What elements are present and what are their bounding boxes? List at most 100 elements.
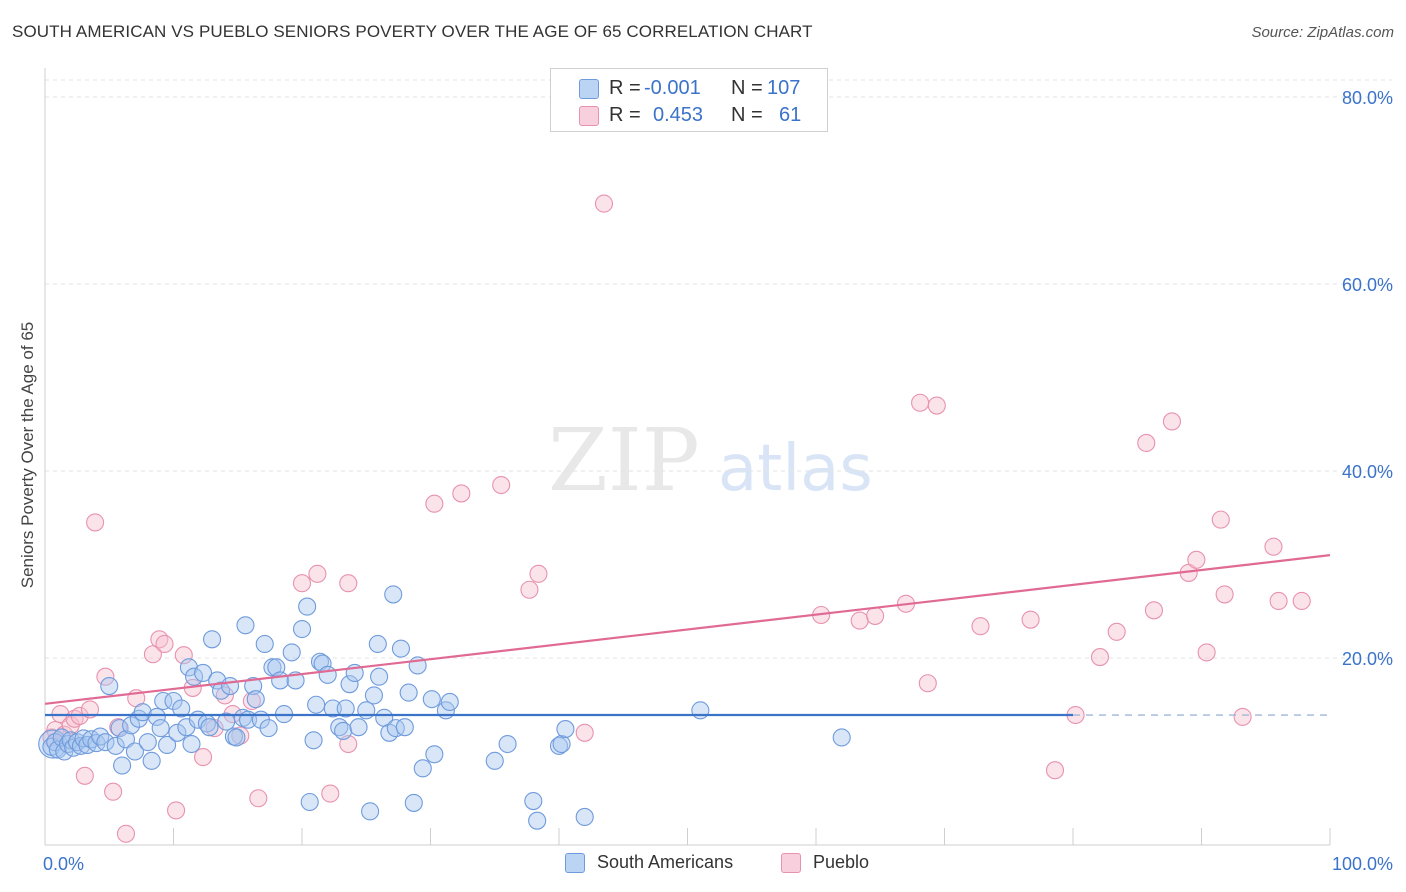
x-tick-label-max: 100.0% — [1332, 854, 1393, 874]
pueblo-point — [143, 645, 162, 664]
tick-labels: 20.0% 40.0% 60.0% 80.0% 0.0% 100.0% — [43, 88, 1393, 874]
south-americans-point — [485, 751, 504, 770]
pueblo-point — [1187, 550, 1206, 569]
south-americans-point — [323, 699, 342, 718]
south-americans-point — [361, 802, 380, 821]
south-americans-point — [154, 691, 173, 711]
legend-swatch-pink — [579, 106, 599, 126]
legend-n-label: N = — [731, 77, 763, 99]
pueblo-point — [452, 484, 471, 503]
south-americans-point — [425, 745, 444, 764]
legend-swatch-pink — [781, 853, 801, 873]
pueblo-point — [971, 617, 990, 636]
legend-swatch-blue — [579, 79, 599, 99]
pueblo-point — [1233, 707, 1252, 726]
south-americans-point — [440, 692, 459, 711]
pueblo-point — [321, 784, 340, 803]
pueblo-point — [1021, 610, 1040, 629]
legend-row-pueblo: R = 0.453 N = 61 — [551, 102, 827, 128]
south-americans-point — [357, 701, 376, 720]
south-americans-point — [549, 736, 569, 755]
pueblo-point — [1215, 585, 1234, 604]
y-tick-label: 20.0% — [1342, 649, 1393, 669]
source-label: Source: ZipAtlas.com — [1251, 24, 1394, 41]
pueblo-point — [1264, 537, 1283, 556]
watermark: ZIP atlas — [548, 411, 873, 511]
x-tick-label-min: 0.0% — [43, 854, 84, 874]
south-americans-point — [172, 699, 191, 718]
south-americans-point — [147, 707, 166, 726]
pueblo-point — [1137, 433, 1156, 453]
y-tick-label: 40.0% — [1342, 462, 1393, 482]
south-americans-point — [307, 695, 326, 714]
pueblo-point — [1107, 622, 1126, 641]
pueblo-point — [1211, 510, 1230, 529]
south-americans-point — [164, 691, 183, 711]
pueblo-points — [42, 194, 1311, 843]
south-americans-point — [203, 630, 222, 649]
watermark-atlas: atlas — [718, 432, 873, 506]
pueblo-point — [292, 574, 312, 593]
south-americans-point — [194, 663, 213, 683]
south-americans-point — [391, 639, 410, 658]
pueblo-point — [1162, 412, 1181, 431]
south-americans-point — [340, 675, 359, 694]
south-americans-point — [271, 671, 290, 690]
south-americans-point — [116, 730, 136, 749]
south-americans-point — [158, 735, 177, 755]
south-americans-point — [404, 793, 423, 812]
south-americans-point — [691, 701, 710, 720]
south-americans-point — [318, 665, 337, 684]
south-americans-point — [334, 721, 353, 740]
chart-title: SOUTH AMERICAN VS PUEBLO SENIORS POVERTY… — [12, 22, 813, 41]
legend-r-value: 0.453 — [653, 104, 704, 126]
legend-row-south-americans: R = -0.001 N = 107 — [551, 75, 827, 101]
south-americans-point — [71, 736, 91, 755]
watermark-zip: ZIP — [548, 411, 700, 511]
pueblo-point — [80, 700, 100, 719]
pueblo-point — [194, 748, 213, 767]
south-americans-point — [255, 634, 274, 654]
pueblo-point — [866, 606, 885, 625]
south-americans-point — [370, 667, 389, 686]
y-tick-label: 60.0% — [1342, 275, 1393, 295]
south-americans-point — [304, 731, 323, 750]
pueblo-point — [1269, 591, 1288, 611]
pueblo-point — [308, 564, 327, 583]
south-americans-point — [336, 699, 355, 718]
pueblo-point — [575, 723, 594, 742]
south-americans-point — [168, 723, 187, 742]
south-americans-point — [399, 683, 418, 702]
pueblo-point — [1144, 601, 1164, 620]
pueblo-point — [1045, 761, 1065, 780]
pueblo-point — [911, 393, 930, 412]
y-tick-label: 80.0% — [1342, 88, 1393, 108]
pueblo-point — [249, 789, 268, 808]
pueblo-point — [1090, 648, 1110, 667]
legend-r-label: R = — [609, 104, 641, 126]
south-americans-point — [133, 703, 152, 722]
pueblo-point — [918, 674, 937, 693]
south-americans-point — [142, 751, 161, 770]
pueblo-point — [1292, 591, 1311, 611]
south-americans-point — [138, 733, 157, 752]
south-americans-point — [96, 733, 115, 752]
south-americans-point — [298, 597, 317, 616]
south-americans-point — [384, 585, 403, 604]
pueblo-point — [155, 634, 174, 654]
south-americans-point — [368, 634, 387, 654]
south-americans-point — [227, 728, 246, 747]
pueblo-point — [529, 564, 548, 583]
pueblo-point — [492, 475, 511, 495]
legend-swatch-blue — [565, 853, 585, 873]
south-americans-points — [38, 585, 851, 830]
south-americans-point — [832, 728, 851, 747]
south-americans-point — [575, 807, 594, 827]
south-americans-point — [125, 742, 144, 761]
pueblo-point — [174, 646, 193, 665]
south-americans-point — [556, 720, 575, 739]
pueblo-point — [1197, 643, 1216, 662]
south-americans-point — [259, 719, 278, 738]
south-americans-point — [395, 718, 414, 737]
